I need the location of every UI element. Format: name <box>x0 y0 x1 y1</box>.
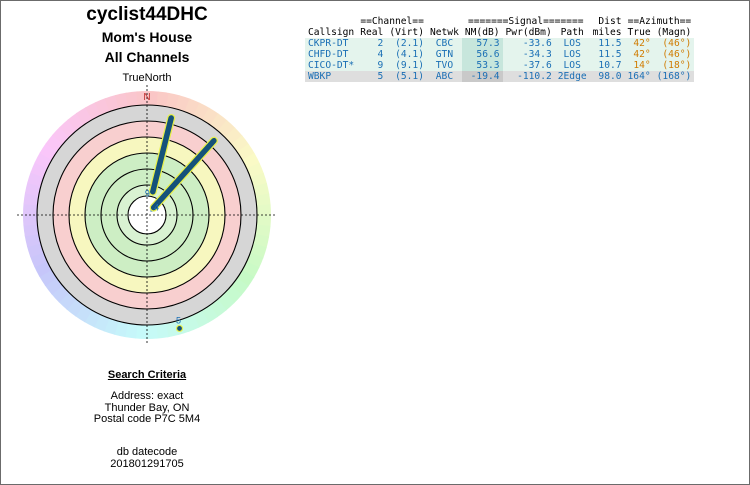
col-virt: (Virt) <box>389 27 424 38</box>
col-miles: miles <box>592 27 622 38</box>
table-row: CICO-DT* 9 (9.1) TVO 53.3 -37.6 LOS 10.7… <box>305 60 695 71</box>
city-line: Thunder Bay, ON <box>104 402 190 414</box>
crosshair <box>17 85 277 345</box>
channels-label: All Channels <box>104 49 190 65</box>
col-nm: NM(dB) <box>464 27 500 38</box>
col-callsign: Callsign <box>308 27 355 38</box>
col-path: Path <box>560 27 584 38</box>
table-row: CKPR-DT 2 (2.1) CBC 57.3 -33.6 LOS 11.5 … <box>305 38 695 49</box>
station-dot-5 <box>175 324 184 333</box>
station-table: ==Channel== =======Signal======= Dist ==… <box>305 16 695 82</box>
station-label-4: 4 <box>154 203 159 213</box>
col-magn: (Magn) <box>656 27 692 38</box>
callsign-link[interactable]: CICO-DT* <box>305 60 358 71</box>
callsign-link[interactable]: CHFD-DT <box>305 49 358 60</box>
polar-plot: 9245 N <box>17 85 277 345</box>
station-table-wrap: ==Channel== =======Signal======= Dist ==… <box>305 16 695 82</box>
dist-group-header: Dist <box>598 16 622 27</box>
postal-line: Postal code P7C 5M4 <box>93 413 201 425</box>
page-title: cyclist44DHC <box>86 4 208 25</box>
location-name: Mom's House <box>101 29 193 45</box>
channel-group-header: ==Channel== <box>360 16 424 27</box>
station-markers: 9245 <box>145 113 218 333</box>
north-label: N <box>143 92 150 103</box>
search-criteria-title: Search Criteria <box>107 369 187 381</box>
table-row: CHFD-DT 4 (4.1) GTN 56.6 -34.3 LOS 11.5 … <box>305 49 695 60</box>
table-row: WBKP 5 (5.1) ABC -19.4 -110.2 2Edge 98.0… <box>305 71 695 82</box>
left-panel: cyclist44DHC Mom's House All Channels Tr… <box>0 0 294 485</box>
signal-group-header: =======Signal======= <box>467 16 584 27</box>
station-bar-core-4 <box>150 137 217 211</box>
station-label-5: 5 <box>176 315 181 325</box>
azimuth-group-header: ==Azimuth== <box>627 16 692 27</box>
datecode-value: 201801291705 <box>110 458 184 470</box>
station-label-9: 9 <box>145 189 150 199</box>
address-line: Address: exact <box>110 390 184 402</box>
col-pwr: Pwr(dBm) <box>505 27 552 38</box>
station-bar-core-9 <box>150 115 174 195</box>
col-real: Real <box>360 27 384 38</box>
callsign-link[interactable]: WBKP <box>305 71 358 82</box>
col-true: True <box>627 27 651 38</box>
datecode-label: db datecode <box>116 446 178 458</box>
callsign-link[interactable]: CKPR-DT <box>305 38 358 49</box>
true-north-label: TrueNorth <box>122 72 172 84</box>
col-netwk: Netwk <box>429 27 459 38</box>
